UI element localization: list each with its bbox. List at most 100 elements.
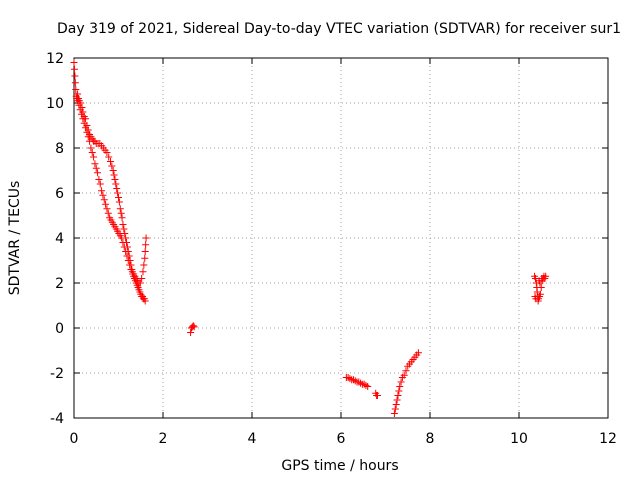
data-point: [96, 180, 104, 188]
data-point: [90, 153, 98, 161]
data-point: [394, 392, 402, 399]
data-point: [115, 198, 123, 206]
data-point: [141, 297, 149, 305]
data-point: [139, 268, 147, 276]
x-tick-label: 0: [70, 431, 79, 447]
data-point: [91, 160, 99, 168]
data-point: [74, 90, 82, 98]
data-point: [396, 383, 404, 390]
data-point: [118, 234, 126, 242]
x-tick-label: 12: [599, 431, 617, 447]
data-point: [100, 196, 108, 204]
data-point: [111, 176, 119, 183]
data-point: [360, 380, 368, 388]
data-point: [351, 377, 359, 385]
data-point: [116, 205, 124, 213]
data-point: [119, 239, 127, 246]
data-point: [118, 214, 126, 222]
data-point: [71, 79, 79, 87]
data-point: [123, 252, 131, 260]
data-point: [110, 171, 118, 179]
data-point: [119, 221, 127, 228]
data-points: [70, 59, 550, 417]
data-point: [104, 209, 112, 217]
x-tick-label: 10: [510, 431, 528, 447]
data-point: [95, 176, 103, 183]
data-point: [142, 234, 150, 242]
data-point: [70, 59, 78, 66]
data-point: [189, 322, 197, 330]
data-point: [103, 205, 111, 213]
data-point: [114, 189, 122, 197]
y-tick-label: 12: [46, 51, 64, 67]
data-point: [142, 241, 150, 249]
data-point: [70, 65, 78, 73]
data-point: [79, 115, 87, 123]
data-point: [190, 323, 198, 331]
data-point: [103, 149, 111, 156]
data-point: [71, 72, 79, 80]
data-point: [390, 410, 398, 417]
data-point: [102, 200, 110, 208]
data-point: [124, 257, 132, 264]
data-point: [82, 124, 90, 132]
data-point: [88, 149, 96, 156]
data-point: [414, 349, 422, 357]
data-point: [536, 290, 544, 298]
data-point: [92, 164, 100, 172]
y-tick-label: 10: [46, 96, 64, 112]
data-point: [537, 284, 545, 291]
data-point: [105, 153, 113, 161]
data-point: [99, 191, 107, 199]
data-point: [120, 243, 128, 251]
data-point: [395, 387, 403, 395]
data-point: [136, 279, 144, 287]
y-tick-label: 4: [55, 231, 64, 247]
data-point: [140, 261, 148, 269]
data-point: [109, 167, 117, 174]
data-point: [72, 86, 80, 93]
y-tick-label: 8: [55, 141, 64, 157]
data-point: [106, 158, 114, 165]
data-point: [117, 209, 125, 217]
data-point: [397, 378, 405, 386]
data-point: [393, 396, 401, 404]
data-point: [346, 375, 354, 383]
data-point: [141, 254, 149, 262]
data-point: [362, 381, 370, 389]
data-point: [115, 194, 122, 201]
data-point: [76, 106, 84, 114]
data-point: [531, 275, 539, 282]
x-tick-label: 2: [159, 431, 168, 447]
data-point: [536, 279, 544, 287]
data-point: [120, 225, 128, 233]
data-point: [392, 401, 400, 408]
data-point: [74, 97, 82, 105]
data-point: [344, 374, 352, 381]
data-point: [373, 392, 381, 399]
data-point: [108, 162, 116, 170]
data-point: [94, 169, 102, 177]
data-point: [349, 376, 357, 384]
axis-ticks: 0 2 4 6 8 10 12 -4 -2 0 2 4 6 8 10 12: [46, 51, 617, 447]
x-tick-label: 4: [248, 431, 257, 447]
data-point: [126, 261, 134, 269]
data-point: [138, 275, 146, 282]
data-point: [364, 383, 372, 390]
x-tick-label: 6: [337, 431, 346, 447]
data-point: [538, 275, 546, 282]
data-point: [86, 137, 94, 145]
data-point: [84, 133, 92, 141]
data-point: [141, 248, 149, 255]
data-point: [83, 128, 91, 136]
data-point: [542, 272, 550, 280]
data-point: [532, 295, 540, 303]
data-point: [112, 180, 120, 188]
y-tick-label: 2: [55, 276, 64, 292]
y-tick-label: -2: [50, 366, 64, 382]
y-tick-label: -4: [50, 411, 64, 427]
data-point: [187, 329, 195, 336]
y-tick-label: 0: [55, 321, 64, 337]
data-point: [98, 187, 106, 195]
